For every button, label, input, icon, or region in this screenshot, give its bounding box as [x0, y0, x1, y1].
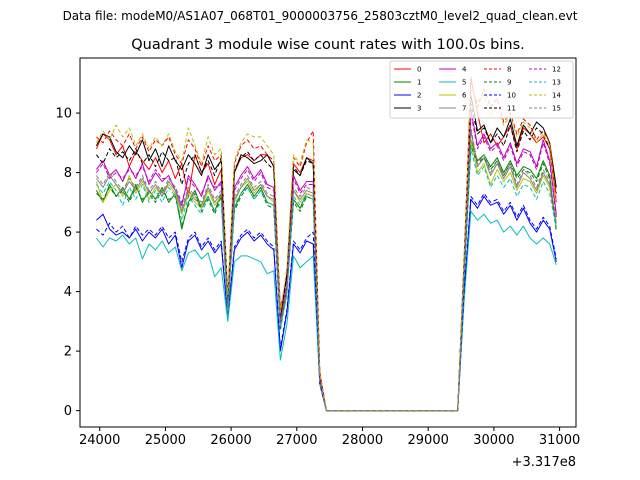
suptitle: Data file: modeM0/AS1A07_068T01_90000037…	[63, 9, 578, 23]
x-tick-label: 25000	[145, 433, 186, 448]
series-line-4	[95, 109, 557, 412]
x-offset-label: +3.317e8	[512, 455, 576, 470]
series-line-12	[95, 112, 557, 412]
series-line-15	[95, 127, 557, 412]
y-tick-label: 8	[64, 166, 72, 181]
chart-title: Quadrant 3 module wise count rates with …	[131, 37, 525, 53]
series-group	[95, 76, 557, 412]
series-line-9	[96, 145, 557, 412]
y-tick-label: 10	[55, 107, 72, 122]
axes-border	[79, 57, 577, 428]
series-line-5	[95, 210, 557, 412]
legend-label: 14	[552, 92, 561, 100]
x-tick-label: 27000	[276, 433, 317, 448]
legend-label: 10	[507, 92, 516, 100]
x-tick-label: 29000	[408, 433, 449, 448]
legend-label: 9	[507, 79, 511, 87]
legend-label: 8	[507, 66, 511, 74]
x-axis: 24000 25000 26000 27000 28000 29000 30000 31000	[79, 427, 580, 448]
series-line-10	[96, 192, 557, 412]
legend-label: 5	[462, 79, 466, 87]
x-tick-label: 31000	[539, 433, 580, 448]
y-tick-label: 2	[64, 345, 72, 360]
legend-label: 11	[507, 105, 516, 113]
series-line-1	[95, 139, 557, 412]
legend-label: 6	[462, 92, 467, 100]
x-tick-label: 26000	[210, 433, 251, 448]
legend-label: 1	[417, 79, 421, 87]
x-tick-label: 30000	[473, 433, 514, 448]
legend-label: 3	[417, 105, 421, 113]
x-tick-label: 24000	[79, 433, 120, 448]
legend-box	[389, 60, 574, 119]
legend-label: 15	[552, 105, 561, 113]
x-tick-label: 28000	[342, 433, 383, 448]
legend-label: 0	[417, 66, 421, 74]
series-line-11	[95, 103, 557, 412]
legend-label: 13	[552, 79, 561, 87]
series-line-7	[95, 130, 557, 412]
y-axis: 0 2 4 6 8 10	[55, 107, 80, 419]
legend-label: 7	[462, 105, 466, 113]
y-tick-label: 4	[64, 285, 72, 300]
plot-area	[79, 57, 577, 428]
y-tick-label: 0	[64, 404, 72, 419]
legend-label: 12	[552, 66, 561, 74]
y-tick-label: 6	[64, 226, 72, 241]
series-line-2	[96, 195, 557, 412]
legend-label: 2	[417, 92, 421, 100]
legend-label: 4	[462, 66, 467, 74]
